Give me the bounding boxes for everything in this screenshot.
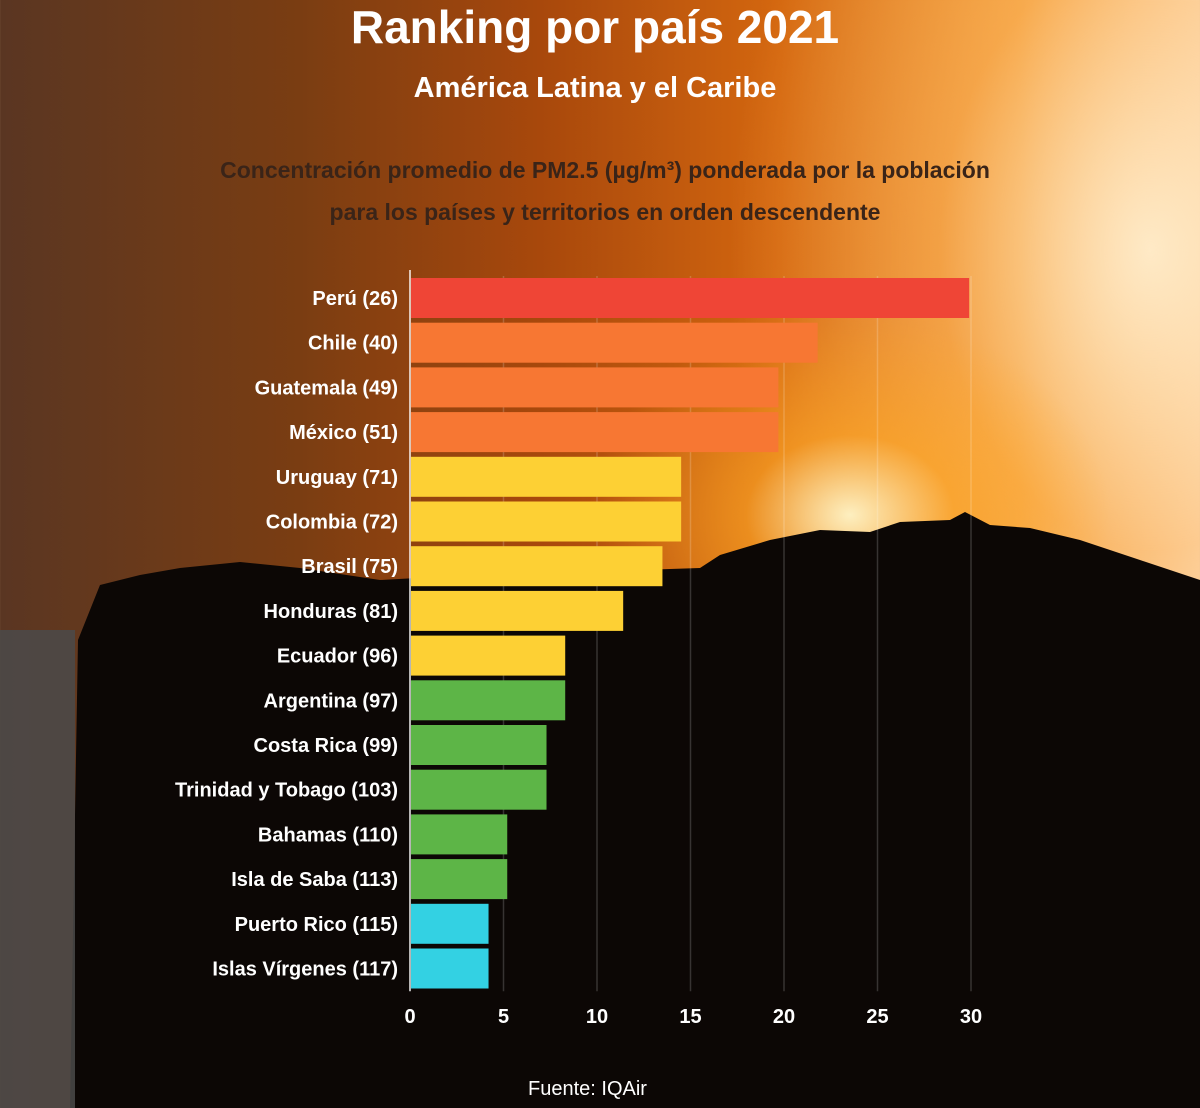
bar: [411, 501, 682, 542]
bar: [411, 322, 818, 363]
bar: [411, 590, 624, 631]
category-label: Brasil (75): [301, 556, 398, 578]
x-tick-label: 15: [679, 1006, 701, 1028]
bar: [411, 680, 566, 721]
x-tick-label: 30: [960, 1006, 982, 1028]
bar: [411, 725, 547, 765]
category-label: Uruguay (71): [276, 467, 398, 489]
bar: [411, 859, 508, 900]
chart-subtitle: América Latina y el Caribe: [413, 72, 777, 104]
bar: [411, 456, 682, 497]
category-label: Guatemala (49): [255, 377, 398, 399]
category-label: Isla de Saba (113): [231, 869, 398, 891]
bar: [411, 412, 779, 453]
x-tick-label: 25: [866, 1006, 888, 1028]
category-label: Puerto Rico (115): [235, 914, 398, 936]
category-label: Perú (26): [312, 288, 398, 310]
x-tick-label: 10: [586, 1006, 608, 1028]
chart-title: Ranking por país 2021: [350, 1, 840, 53]
category-label: Honduras (81): [264, 601, 398, 623]
bar: [411, 367, 779, 408]
bar: [411, 948, 489, 989]
category-label: Chile (40): [308, 333, 398, 355]
x-tick-label: 20: [773, 1006, 795, 1028]
category-label: Argentina (97): [264, 690, 398, 712]
category-label: México (51): [289, 422, 398, 444]
source-note: Fuente: IQAir: [528, 1078, 647, 1100]
x-tick-label: 0: [404, 1006, 415, 1028]
mountain-silhouette: [70, 512, 1200, 1108]
category-label: Bahamas (110): [258, 824, 398, 846]
bar: [411, 814, 508, 855]
category-label: Colombia (72): [266, 512, 398, 534]
description-line-2: para los países y territorios en orden d…: [329, 199, 881, 225]
category-label: Ecuador (96): [277, 646, 398, 668]
bar: [411, 769, 547, 810]
haze-left: [0, 630, 75, 1108]
x-tick-label: 5: [498, 1006, 509, 1028]
description-line-1: Concentración promedio de PM2.5 (µg/m³) …: [220, 157, 990, 183]
category-label: Islas Vírgenes (117): [212, 959, 398, 981]
bar: [411, 546, 663, 587]
category-label: Costa Rica (99): [254, 735, 399, 757]
bar: [411, 278, 970, 318]
bar: [411, 903, 489, 944]
bar: [411, 635, 566, 676]
category-label: Trinidad y Tobago (103): [175, 780, 398, 802]
